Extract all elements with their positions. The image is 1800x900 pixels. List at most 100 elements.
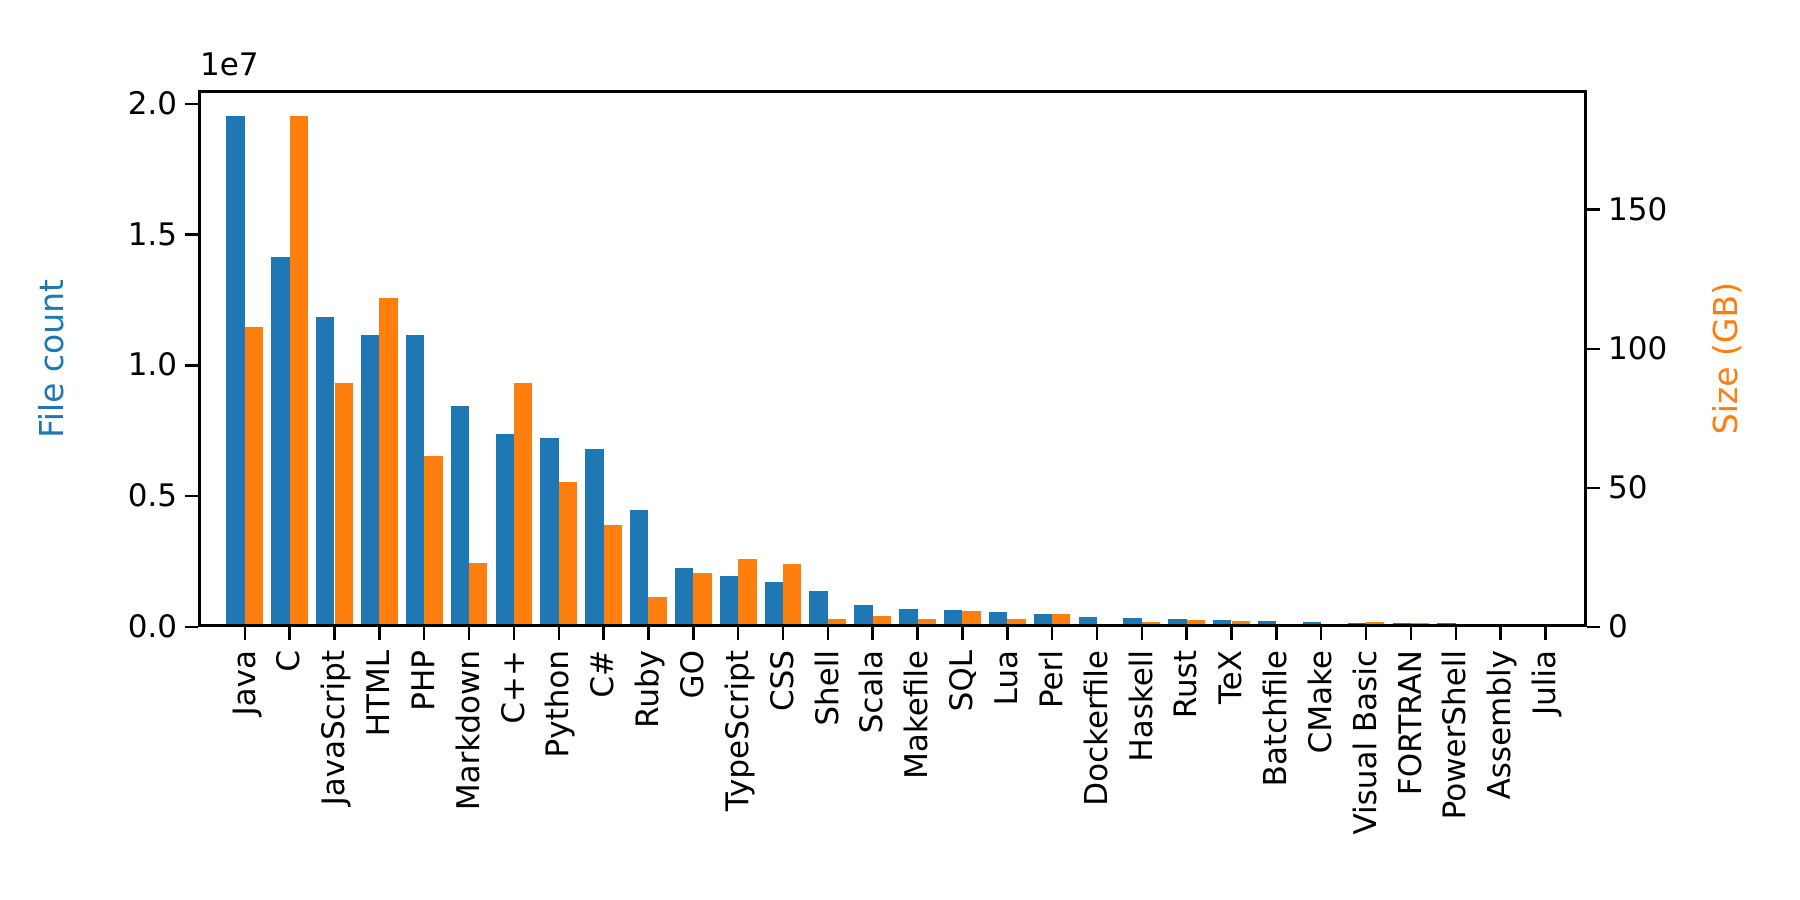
file-count-bar: [1392, 623, 1411, 627]
x-tick-label-text: C#: [585, 650, 622, 698]
size-bar: [289, 115, 309, 627]
size-bar: [872, 616, 892, 627]
x-tick-label-text: Haskell: [1123, 650, 1160, 762]
size-bar: [244, 327, 264, 627]
size-bar: [603, 524, 622, 627]
left-y-tick-label: 2.0: [127, 85, 177, 122]
x-tick-mark: [1006, 627, 1009, 640]
size-bar: [424, 456, 443, 627]
x-tick-label-text: Julia: [1527, 650, 1564, 716]
x-tick-mark: [916, 627, 919, 640]
x-tick-label: TypeScript: [719, 650, 756, 812]
x-tick-mark: [647, 627, 650, 640]
size-bar: [334, 382, 353, 627]
x-tick-mark: [1185, 627, 1188, 640]
size-bar: [827, 618, 847, 627]
x-tick-label: Rust: [1168, 650, 1204, 718]
x-tick-label-text: C: [271, 650, 308, 672]
x-tick-label: Batchfile: [1258, 650, 1295, 787]
file-count-bar: [1078, 617, 1097, 627]
file-count-bar: [1257, 620, 1277, 627]
left-y-tick-label: 1.5: [127, 216, 177, 253]
x-tick-label-text: Dockerfile: [1078, 650, 1115, 806]
x-tick-label: C++: [496, 650, 532, 724]
file-count-bar: [719, 576, 739, 627]
right-y-tick-label: 0: [1608, 609, 1628, 645]
left-y-tick-label: 1.0: [127, 347, 177, 384]
file-count-bar: [360, 334, 380, 627]
file-count-bar: [405, 334, 425, 627]
x-tick-mark: [602, 627, 605, 640]
x-tick-label: C#: [585, 650, 622, 698]
x-tick-label-text: CSS: [764, 650, 801, 712]
size-bar: [1231, 621, 1250, 627]
file-count-bar: [1437, 623, 1456, 627]
x-tick-mark: [557, 627, 560, 640]
size-bar: [469, 562, 488, 627]
file-count-bar: [1527, 625, 1546, 627]
size-bar: [1186, 619, 1206, 627]
right-y-tick-mark: [1587, 486, 1600, 490]
x-tick-label-text: HTML: [361, 650, 398, 737]
right-y-tick-label: 50: [1608, 469, 1648, 506]
x-tick-label: Markdown: [450, 650, 487, 811]
size-bar: [783, 563, 802, 627]
file-count-bar: [809, 590, 828, 627]
x-tick-mark: [1454, 627, 1457, 640]
size-bar: [1410, 622, 1430, 627]
x-tick-mark: [871, 627, 874, 640]
file-count-bar: [540, 437, 559, 627]
right-y-tick-mark: [1587, 208, 1600, 211]
x-tick-mark: [1275, 627, 1278, 640]
x-tick-mark: [243, 627, 247, 640]
right-y-tick-label: 100: [1608, 330, 1668, 367]
x-tick-mark: [736, 627, 740, 640]
file-count-bar: [316, 317, 335, 627]
x-tick-label-text: Ruby: [630, 650, 667, 728]
x-tick-label: Shell: [810, 650, 846, 726]
size-bar: [1366, 621, 1385, 627]
size-bar: [1545, 626, 1564, 627]
file-count-bar: [271, 256, 290, 627]
x-tick-label: SQL: [944, 650, 981, 712]
x-tick-label: JavaScript: [316, 650, 353, 806]
x-tick-label: Java: [226, 650, 263, 716]
x-tick-mark: [1544, 627, 1547, 640]
size-bar: [962, 611, 981, 627]
x-tick-mark: [1140, 627, 1144, 640]
x-tick-label-text: Markdown: [450, 650, 487, 811]
x-tick-mark: [1409, 627, 1413, 640]
x-tick-label-text: FORTRAN: [1392, 650, 1429, 796]
x-tick-label: Haskell: [1123, 650, 1160, 762]
x-tick-mark: [333, 627, 336, 640]
left-y-tick-label: 0.5: [127, 478, 177, 515]
file-count-bar: [899, 609, 918, 627]
y-axis-offset-text: 1e7: [200, 47, 259, 83]
x-tick-mark: [1050, 627, 1054, 640]
x-tick-label-text: PowerShell: [1437, 650, 1474, 820]
file-count-bar: [764, 581, 783, 627]
x-tick-label-text: Java: [226, 650, 263, 716]
x-tick-label: CMake: [1303, 650, 1339, 753]
x-tick-label-text: Batchfile: [1258, 650, 1295, 787]
x-tick-label-text: JavaScript: [316, 650, 353, 806]
size-bar: [917, 618, 936, 627]
file-count-bar: [1302, 622, 1322, 627]
file-count-bar: [944, 609, 963, 627]
x-tick-mark: [826, 627, 830, 640]
x-tick-label-text: SQL: [944, 650, 981, 712]
x-tick-label-text: Makefile: [899, 650, 936, 779]
file-count-bar: [630, 509, 649, 627]
right-y-axis-label: Size (GB): [1706, 90, 1745, 627]
file-count-bar: [226, 115, 245, 627]
x-tick-label-text: Visual Basic: [1347, 650, 1384, 835]
x-tick-mark: [467, 627, 471, 640]
x-tick-label: CSS: [764, 650, 801, 712]
x-tick-label-text: TypeScript: [719, 650, 756, 812]
left-y-tick-mark: [185, 364, 198, 367]
left-y-tick-mark: [185, 625, 198, 629]
x-tick-mark: [1319, 627, 1323, 640]
file-count-bar: [1033, 613, 1053, 627]
size-bar: [1141, 621, 1161, 627]
